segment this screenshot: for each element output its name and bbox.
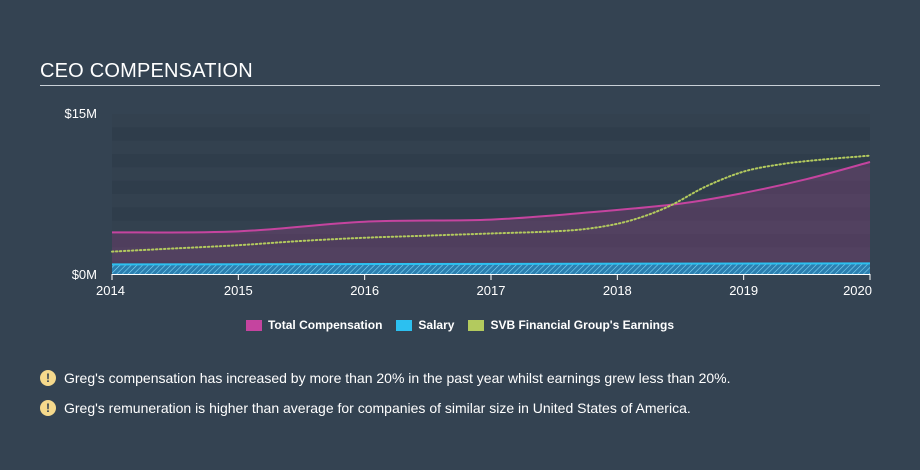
salary-area [112, 263, 870, 274]
y-tick-label: $0M [72, 267, 97, 282]
legend-swatch-total-compensation [245, 319, 262, 331]
page-title: CEO COMPENSATION [40, 60, 253, 82]
note-text: Greg's compensation has increased by mor… [64, 370, 731, 386]
x-tick-label: 2019 [729, 283, 758, 298]
x-tick-label: 2018 [603, 283, 632, 298]
chart-legend: Total Compensation Salary SVB Financial … [0, 318, 920, 332]
x-tick-label: 2017 [477, 283, 506, 298]
total-compensation-area [112, 162, 870, 274]
grid-band [112, 220, 870, 234]
ceo-compensation-chart: 2014 2015 2016 2017 2018 2019 2020 $0M $15M [64, 106, 872, 298]
legend-item-total-compensation[interactable]: Total Compensation [245, 318, 383, 332]
y-tick-label: $15M [64, 106, 97, 121]
warning-icon: ! [40, 370, 56, 386]
grid-band [112, 140, 870, 154]
total-compensation-line [111, 161, 871, 234]
x-tick-label: 2020 [843, 283, 872, 298]
legend-swatch-earnings [468, 319, 485, 331]
note-item: ! Greg's compensation has increased by m… [40, 368, 730, 388]
x-tick-label: 2016 [350, 283, 379, 298]
earnings-line [111, 154, 871, 253]
legend-swatch-salary [396, 319, 413, 331]
grid-band [112, 167, 870, 181]
legend-label-earnings: SVB Financial Group's Earnings [490, 318, 675, 332]
x-tick-label: 2014 [96, 283, 125, 298]
x-tick-label: 2015 [224, 283, 253, 298]
salary-line [111, 262, 871, 266]
notes-list: ! Greg's compensation has increased by m… [40, 368, 730, 428]
note-item: ! Greg's remuneration is higher than ave… [40, 398, 730, 418]
grid-band [112, 114, 870, 128]
legend-item-salary[interactable]: Salary [396, 318, 454, 332]
grid-band [112, 247, 870, 261]
title-divider [40, 85, 880, 86]
note-text: Greg's remuneration is higher than avera… [64, 400, 691, 416]
legend-label-salary: Salary [418, 318, 455, 332]
warning-icon: ! [40, 400, 56, 416]
legend-label-total-compensation: Total Compensation [267, 318, 383, 332]
legend-item-earnings[interactable]: SVB Financial Group's Earnings [468, 318, 674, 332]
